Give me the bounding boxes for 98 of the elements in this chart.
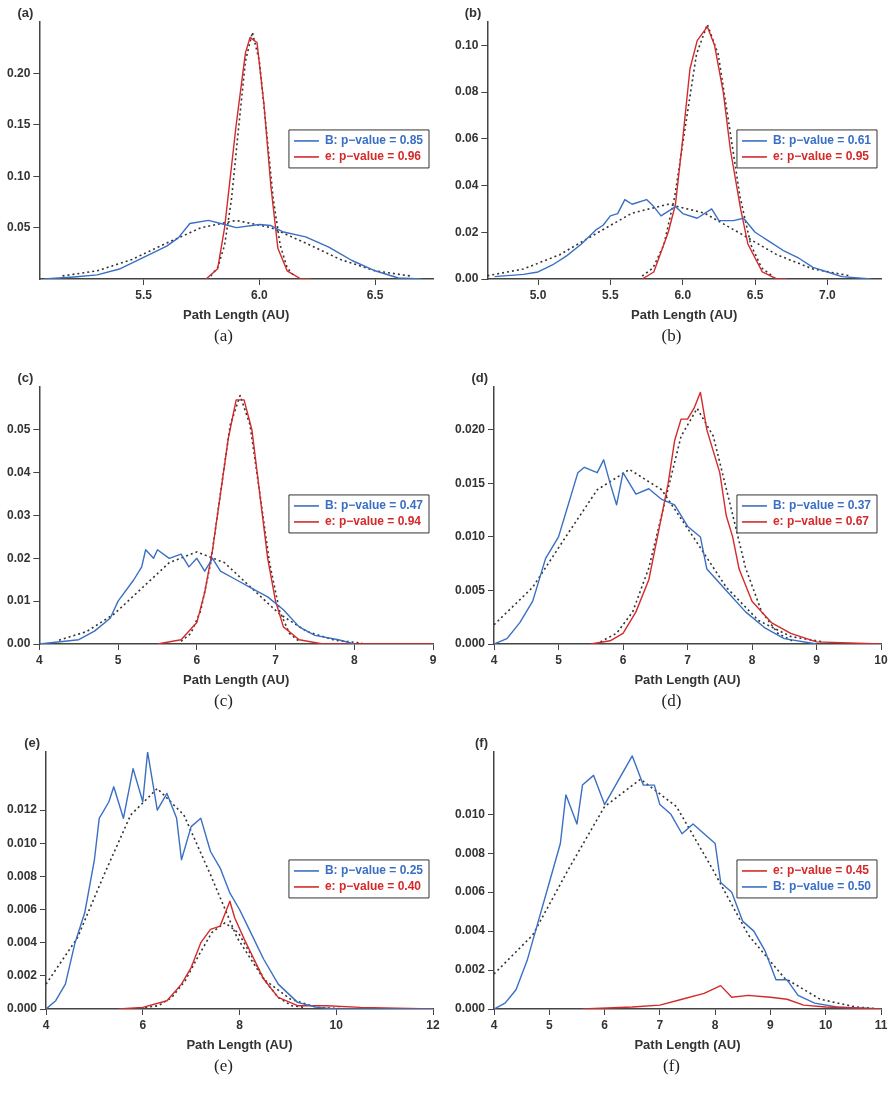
x-tick-label: 10 (874, 652, 888, 667)
y-tick-label: 0.006 (455, 884, 486, 899)
y-tick-label: 0.00 (7, 636, 31, 651)
x-tick-label: 11 (874, 1017, 888, 1032)
x-axis-title: Path Length (AU) (634, 1036, 741, 1052)
chart-title: (a) (17, 5, 34, 21)
x-tick-label: 5 (114, 652, 122, 667)
y-tick-label: 0.012 (7, 802, 38, 817)
y-tick-label: 0.20 (7, 65, 31, 80)
y-tick-label: 0.04 (455, 177, 479, 192)
y-tick-label: 0.002 (455, 962, 486, 977)
text: (e) (213, 1056, 234, 1076)
y-tick-label: 0.10 (455, 37, 479, 52)
legend-label: e: p−value = 0.40 (324, 879, 422, 894)
legend-label: B: p−value = 0.61 (772, 133, 872, 148)
y-tick-label: 0.006 (7, 901, 38, 916)
text: (f) (662, 1056, 681, 1076)
y-tick-label: 0.04 (7, 464, 31, 479)
x-tick-label: 6.5 (366, 287, 384, 302)
legend-label: e: p−value = 0.67 (772, 514, 870, 529)
y-tick-label: 0.015 (455, 475, 486, 490)
x-tick-label: 7.0 (819, 287, 837, 302)
legend-label: B: p−value = 0.50 (772, 879, 872, 894)
x-axis-title: Path Length (AU) (186, 1036, 293, 1052)
x-axis-title: Path Length (AU) (634, 671, 741, 687)
x-tick-label: 8 (236, 1017, 244, 1032)
x-axis-title: Path Length (AU) (183, 671, 290, 687)
y-tick-label: 0.002 (7, 968, 38, 983)
y-tick-label: 0.008 (455, 845, 486, 860)
x-tick-label: 10 (329, 1017, 344, 1032)
legend-label: e: p−value = 0.45 (772, 863, 870, 878)
y-tick-label: 0.000 (455, 1001, 486, 1016)
y-tick-label: 0.02 (7, 550, 31, 565)
x-axis-title: Path Length (AU) (183, 306, 290, 322)
x-tick-label: 6 (193, 652, 201, 667)
x-tick-label: 5.5 (135, 287, 153, 302)
text: (d) (660, 691, 683, 711)
x-tick-label: 7 (684, 652, 692, 667)
y-tick-label: 0.06 (455, 131, 479, 146)
y-tick-label: 0.010 (455, 529, 486, 544)
x-tick-label: 6.0 (674, 287, 692, 302)
legend-label: e: p−value = 0.94 (324, 514, 422, 529)
y-tick-label: 0.004 (455, 923, 486, 938)
x-tick-label: 6.0 (250, 287, 268, 302)
y-tick-label: 0.010 (7, 835, 38, 850)
y-tick-label: 0.05 (7, 219, 31, 234)
x-tick-label: 5 (545, 1017, 553, 1032)
y-tick-label: 0.000 (7, 1001, 38, 1016)
y-tick-label: 0.008 (7, 868, 38, 883)
text: (c) (213, 691, 234, 711)
text: (b) (660, 326, 683, 346)
y-tick-label: 0.000 (455, 636, 486, 651)
x-tick-label: 4 (490, 652, 498, 667)
chart-title: (b) (464, 5, 482, 21)
chart-title: (e) (24, 735, 41, 751)
x-tick-label: 8 (711, 1017, 719, 1032)
x-tick-label: 4 (36, 652, 44, 667)
x-tick-label: 5.0 (529, 287, 547, 302)
legend-label: e: p−value = 0.96 (324, 149, 422, 164)
x-tick-label: 6.5 (746, 287, 764, 302)
x-tick-label: 6 (601, 1017, 609, 1032)
y-tick-label: 0.05 (7, 422, 31, 437)
y-tick-label: 0.010 (455, 806, 486, 821)
y-tick-label: 0.004 (7, 934, 38, 949)
legend-label: B: p−value = 0.85 (324, 133, 424, 148)
y-tick-label: 0.03 (7, 507, 31, 522)
y-tick-label: 0.020 (455, 422, 486, 437)
chart-title: (d) (471, 370, 489, 386)
x-axis-title: Path Length (AU) (631, 306, 738, 322)
legend-label: e: p−value = 0.95 (772, 149, 870, 164)
legend-label: B: p−value = 0.47 (324, 498, 424, 513)
legend-label: B: p−value = 0.37 (772, 498, 872, 513)
x-tick-label: 8 (350, 652, 358, 667)
chart-title: (c) (17, 370, 34, 386)
x-tick-label: 7 (272, 652, 280, 667)
y-tick-label: 0.02 (455, 224, 479, 239)
chart-title: (f) (475, 735, 489, 751)
text: (a) (213, 326, 234, 346)
x-tick-label: 10 (819, 1017, 833, 1032)
y-tick-label: 0.10 (7, 168, 31, 183)
x-tick-label: 9 (767, 1017, 775, 1032)
legend-label: B: p−value = 0.25 (324, 863, 424, 878)
x-tick-label: 4 (490, 1017, 498, 1032)
y-tick-label: 0.15 (7, 117, 31, 132)
x-tick-label: 5.5 (602, 287, 620, 302)
x-tick-label: 8 (748, 652, 756, 667)
x-tick-label: 9 (813, 652, 821, 667)
x-tick-label: 9 (429, 652, 437, 667)
y-tick-label: 0.00 (455, 271, 479, 286)
x-tick-label: 12 (426, 1017, 440, 1032)
y-tick-label: 0.005 (455, 582, 486, 597)
x-tick-label: 4 (42, 1017, 50, 1032)
x-tick-label: 6 (619, 652, 627, 667)
x-tick-label: 7 (656, 1017, 664, 1032)
x-tick-label: 6 (139, 1017, 147, 1032)
y-tick-label: 0.01 (7, 593, 31, 608)
x-tick-label: 5 (555, 652, 563, 667)
y-tick-label: 0.08 (455, 84, 479, 99)
